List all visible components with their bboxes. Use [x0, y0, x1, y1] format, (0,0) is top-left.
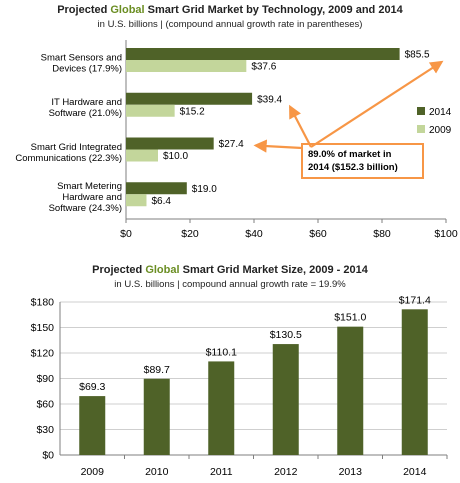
- callout-text-line: 89.0% of market in: [308, 149, 392, 160]
- chart-market-size: Projected Global Smart Grid Market Size,…: [0, 262, 460, 483]
- chart1-x-tick-label: $100: [434, 228, 458, 240]
- bar-value-label: $69.3: [79, 381, 105, 393]
- category-label-line: Software (24.3%): [49, 203, 122, 214]
- chart1-plot: $0 $20 $40 $60 $80 $100 $85.5 $37.6 Smart Sensor…: [15, 40, 458, 240]
- bar-2014-value-label: $19.0: [192, 184, 217, 195]
- chart2-y-tick-label: $120: [31, 348, 55, 360]
- chart2-x-tick-label: 2012: [274, 466, 298, 478]
- category-label-line: Hardware and: [62, 192, 122, 203]
- chart2-x-tick-label: 2013: [339, 466, 363, 478]
- bar-2014: [126, 48, 400, 60]
- bar-2009-value-label: $37.6: [251, 62, 276, 73]
- bar-2014: [401, 309, 428, 455]
- callout-box: [301, 143, 424, 179]
- bar-2009: [126, 60, 247, 72]
- bar-value-label: $130.5: [270, 329, 302, 341]
- category-label: Smart Sensors and Devices (17.9%): [41, 52, 122, 74]
- chart1-x-tick-label: $20: [181, 228, 199, 240]
- category-label-line: Smart Sensors and: [41, 52, 122, 63]
- chart2-x-tick-label: 2009: [81, 466, 105, 478]
- chart2-x-tick-label: 2014: [403, 466, 427, 478]
- bar-2009-value-label: $15.2: [180, 106, 205, 117]
- category-label-line: Devices (17.9%): [52, 63, 122, 74]
- chart1-title: Projected Global Smart Grid Market by Te…: [57, 4, 403, 16]
- bar-2009-value-label: $6.4: [151, 196, 171, 207]
- category-label-line: Communications (22.3%): [15, 153, 122, 164]
- bar-2014-value-label: $85.5: [405, 50, 430, 61]
- chart1-x-tick-label: $80: [373, 228, 391, 240]
- chart2-y-tick-label: $180: [31, 297, 55, 309]
- callout-text: 89.0% of market in 2014 ($152.3 billion): [308, 149, 398, 173]
- bar-2014-value-label: $39.4: [257, 94, 282, 105]
- chart2-title: Projected Global Smart Grid Market Size,…: [92, 264, 368, 276]
- bar-value-label: $151.0: [334, 312, 366, 324]
- chart2-plot: $0 $30 $60 $90 $120 $150 $180 $69.3 2009 $89.7 201…: [31, 294, 448, 478]
- chart2-y-tick-label: $30: [36, 424, 54, 436]
- bar-2014-value-label: $27.4: [219, 139, 244, 150]
- chart2-x-tick-label: 2010: [145, 466, 169, 478]
- category-label-line: Smart Metering: [57, 181, 122, 192]
- bar-2009-value-label: $10.0: [163, 151, 188, 162]
- legend-label-2009: 2009: [429, 125, 452, 136]
- bar-2011: [208, 361, 235, 455]
- category-label-line: Software (21.0%): [49, 108, 122, 119]
- chart2-y-tick-label: $90: [36, 373, 54, 385]
- category-label: Smart Grid Integrated Communications (22.…: [15, 142, 122, 164]
- category-label-line: Smart Grid Integrated: [31, 142, 122, 153]
- bar-2014: [126, 137, 214, 150]
- bar-2010: [143, 378, 170, 455]
- callout-arrow: [289, 104, 312, 148]
- bar-2013: [337, 326, 364, 455]
- bar-value-label: $171.4: [399, 294, 431, 306]
- bar-2009: [126, 104, 175, 117]
- bar-2014: [126, 92, 253, 105]
- chart1-subtitle: in U.S. billions | (compound annual grow…: [97, 19, 363, 30]
- chart2-x-tick-label: 2011: [210, 466, 233, 478]
- chart2-y-tick-label: $0: [42, 450, 54, 462]
- bar-value-label: $110.1: [206, 346, 237, 358]
- chart2-y-tick-label: $150: [31, 322, 55, 334]
- bar-2009: [126, 149, 158, 162]
- chart1-x-tick-label: $0: [120, 228, 132, 240]
- bar-value-label: $89.7: [144, 364, 170, 376]
- chart2-y-tick-label: $60: [36, 399, 54, 411]
- chart2-subtitle: in U.S. billions | compound annual growt…: [114, 279, 346, 290]
- callout-arrow: [253, 139, 303, 153]
- category-label-line: IT Hardware and: [51, 97, 122, 108]
- bar-2012: [272, 344, 299, 455]
- category-label: IT Hardware and Software (21.0%): [49, 97, 122, 119]
- chart1-x-tick-label: $60: [309, 228, 327, 240]
- bar-2009: [79, 396, 106, 455]
- legend-label-2014: 2014: [429, 107, 452, 118]
- chart1-x-tick-label: $40: [245, 228, 263, 240]
- callout-arrow: [310, 60, 444, 148]
- bar-2014: [126, 182, 187, 195]
- category-label: Smart Metering Hardware and Software (24.3…: [49, 181, 122, 214]
- chart-by-technology: Projected Global Smart Grid Market by Te…: [15, 4, 458, 240]
- bar-2009: [126, 194, 147, 207]
- legend-swatch-2009: [417, 125, 425, 133]
- legend-swatch-2014: [417, 107, 425, 115]
- callout-text-line: 2014 ($152.3 billion): [308, 162, 398, 173]
